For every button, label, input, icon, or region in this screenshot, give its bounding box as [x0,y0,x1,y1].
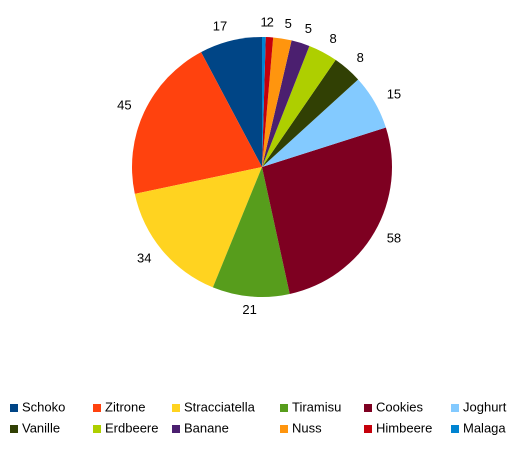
pie-slice [262,79,386,167]
legend-label: Vanille [22,420,60,435]
legend-label: Tiramisu [292,399,341,414]
pie-slice [262,45,336,167]
legend-swatch [172,404,180,412]
data-label: 1 [260,14,267,29]
pie-slice [262,37,292,168]
data-label: 34 [137,251,151,266]
legend-label: Cookies [376,399,423,414]
pie-slice [212,167,290,298]
pie-slice [262,40,310,167]
data-label: 15 [387,86,401,101]
legend-swatch [93,425,101,433]
legend-swatch [172,425,180,433]
legend-label: Himbeere [376,420,432,435]
data-label: 5 [305,21,312,36]
pie-slice [262,59,359,167]
data-label: 8 [329,31,336,46]
legend-swatch [93,404,101,412]
legend-swatch [364,404,372,412]
legend-label: Banane [184,420,229,435]
data-label: 58 [387,230,401,245]
pie-slice [131,52,262,194]
legend-swatch [451,404,459,412]
data-label: 45 [117,97,131,112]
data-label: 17 [213,19,227,34]
legend-swatch [10,425,18,433]
legend-label: Schoko [22,399,65,414]
legend-swatch [280,425,288,433]
data-label: 21 [242,302,256,317]
data-label: 8 [357,50,364,65]
legend-label: Joghurt [463,399,507,414]
pie-slice [134,167,262,288]
pie-slice [201,37,262,167]
legend-label: Nuss [292,420,322,435]
legend-label: Zitrone [105,399,145,414]
pie-slice [262,37,274,168]
legend-label: Malaga [463,420,506,435]
legend-swatch [10,404,18,412]
legend-swatch [451,425,459,433]
legend-swatch [364,425,372,433]
data-label: 2 [267,15,274,30]
legend-label: Erdbeere [105,420,158,435]
pie-slice [262,37,266,167]
legend-label: Stracciatella [184,399,256,414]
data-label: 5 [285,16,292,31]
pie-slice [262,127,392,295]
legend-swatch [280,404,288,412]
